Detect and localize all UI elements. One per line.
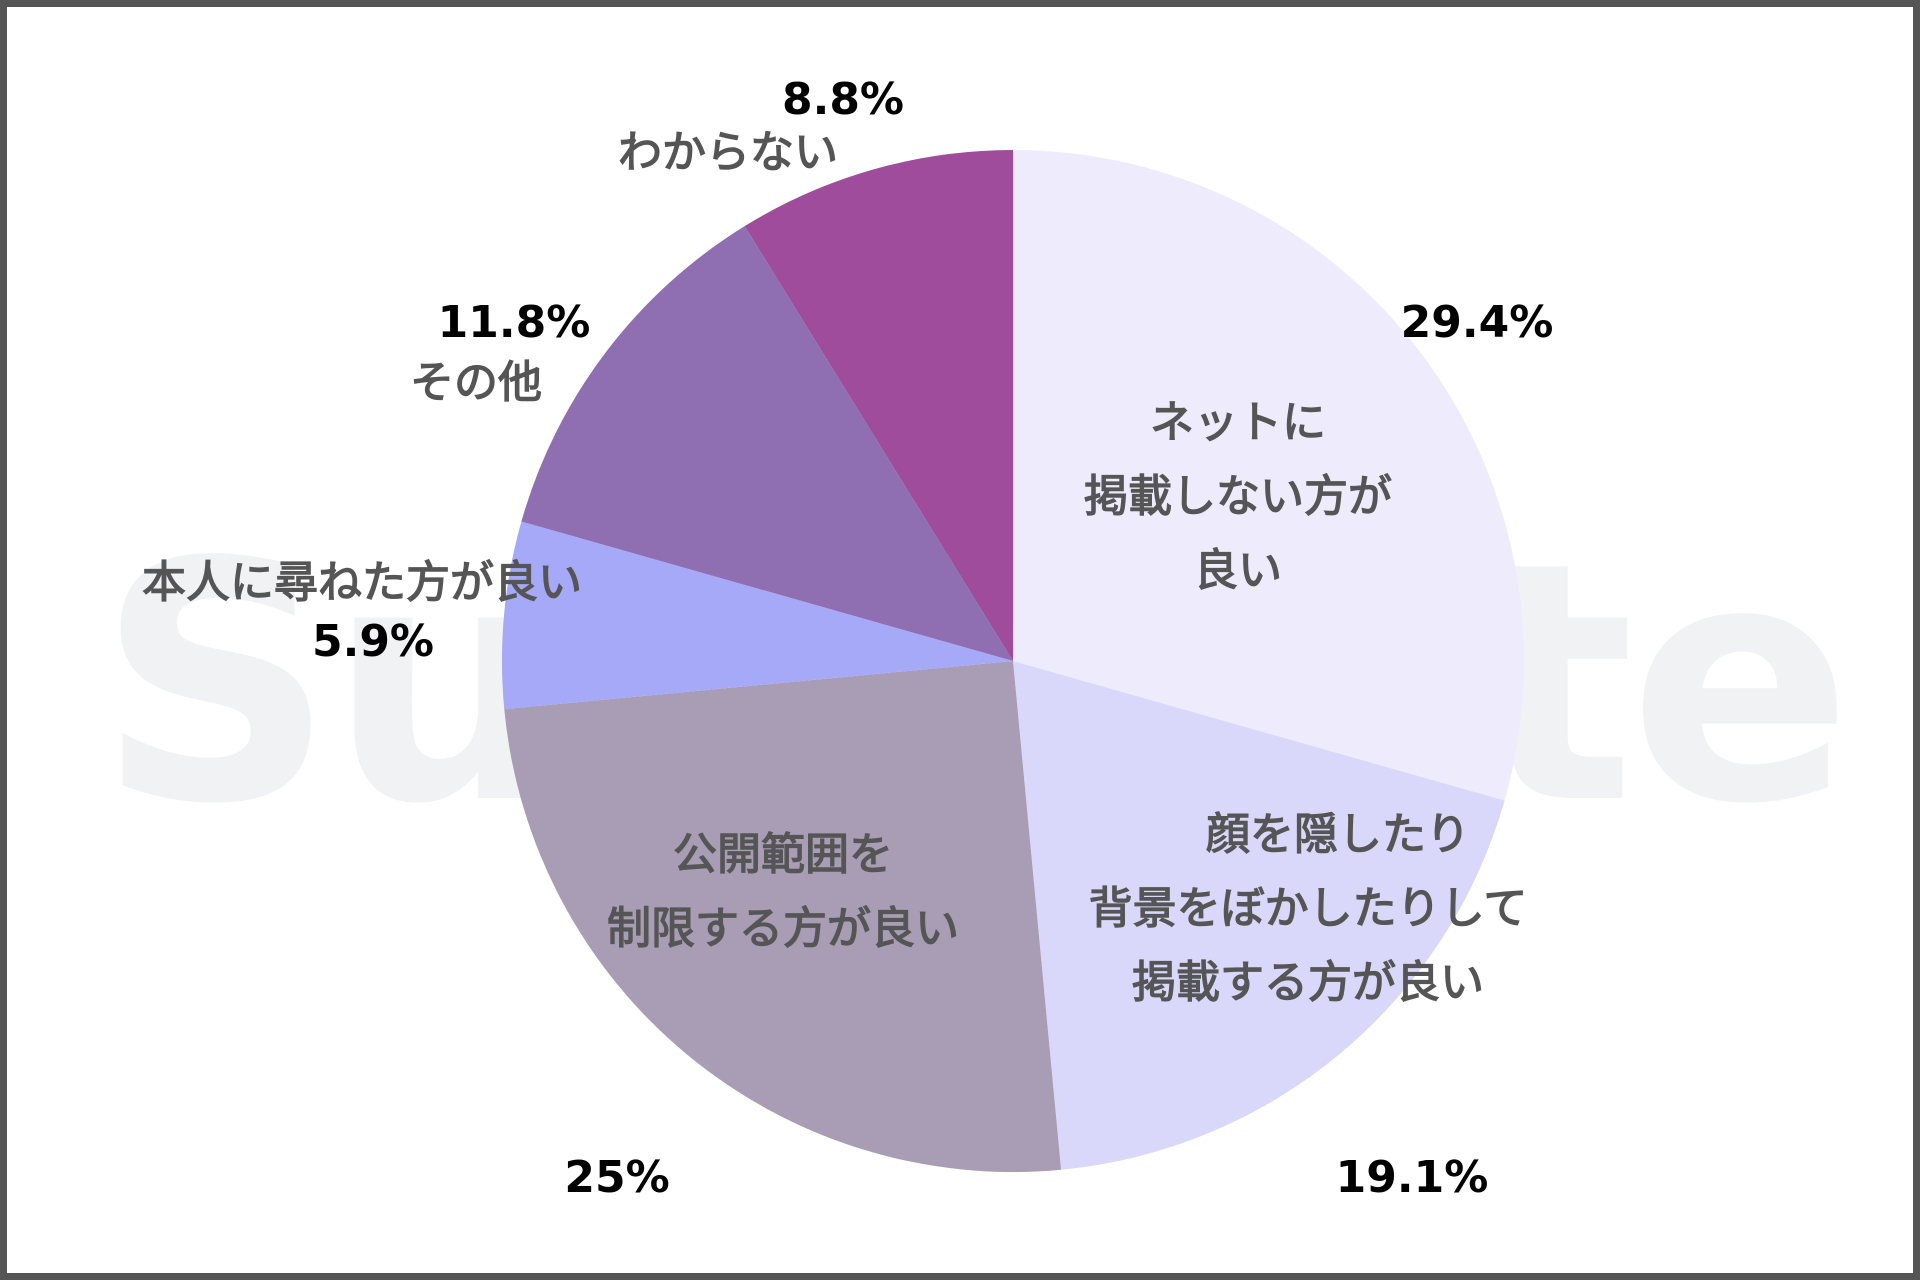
label-line: わからない [618, 127, 838, 178]
slice-percent-no-post: 29.4% [1400, 297, 1554, 348]
slice-label-blur-face: 顔を隠したり 背景をぼかしたりして 掲載する方が良い [1089, 798, 1528, 1020]
slice-label-no-post: ネットに 掲載しない方が 良い [1084, 386, 1392, 608]
pie-slice-no-post [1013, 150, 1525, 801]
label-line: 顔を隠したり [1206, 809, 1470, 860]
label-line: その他 [410, 357, 542, 408]
slice-percent-limit-scope: 25% [564, 1152, 670, 1203]
slice-label-unknown: わからない [618, 116, 838, 190]
pie-slice-other [521, 226, 1013, 661]
label-line: 良い [1194, 545, 1282, 596]
pie-slice-blur-face [1013, 661, 1505, 1170]
slice-label-other: その他 [410, 346, 542, 420]
pie-slice-ask-person [502, 521, 1013, 710]
pie-slice-limit-scope [504, 661, 1062, 1172]
slice-percent-blur-face: 19.1% [1335, 1152, 1489, 1203]
slice-percent-ask-person: 5.9% [311, 616, 435, 667]
watermark-right: te [1477, 492, 1853, 876]
label-line: 本人に尋ねた方が良い [142, 557, 582, 608]
label-line: 制限する方が良い [607, 903, 959, 954]
slice-label-limit-scope: 公開範囲を 制限する方が良い [607, 818, 959, 966]
label-line: 背景をぼかしたりして [1088, 883, 1528, 934]
label-line: 公開範囲を [673, 829, 893, 880]
watermark-left: Su [97, 492, 564, 876]
label-line: 掲載する方が良い [1132, 957, 1484, 1008]
slice-label-ask-person: 本人に尋ねた方が良い [142, 546, 582, 620]
slice-percent-unknown: 8.8% [781, 74, 905, 125]
slice-percent-other: 11.8% [437, 297, 591, 348]
pie-slice-unknown [744, 150, 1013, 661]
label-line: ネットに [1150, 397, 1326, 448]
label-line: 掲載しない方が [1084, 471, 1392, 522]
